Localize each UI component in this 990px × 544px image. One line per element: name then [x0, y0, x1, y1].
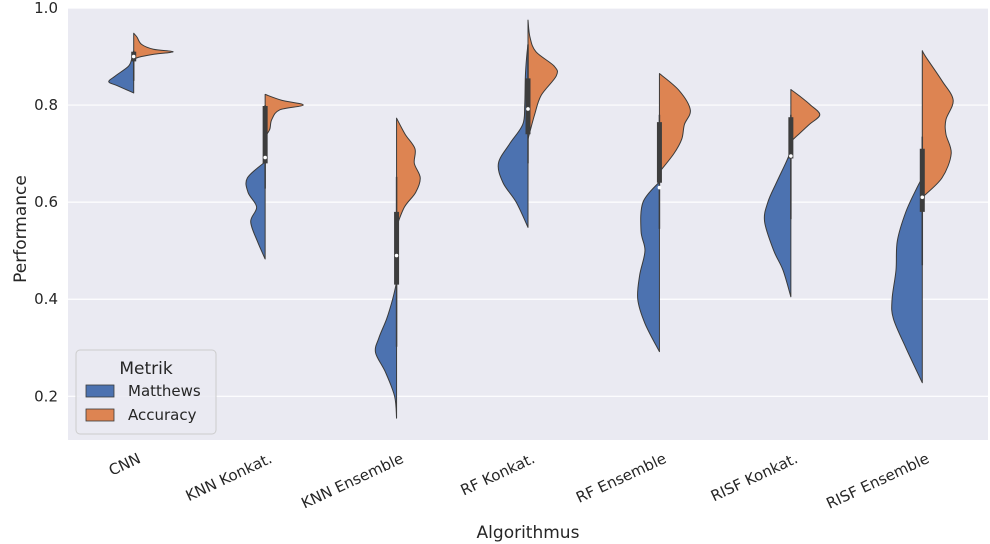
violin-half-accuracy-1	[264, 93, 304, 138]
box-median	[526, 107, 530, 111]
box-median	[920, 195, 925, 200]
violin-half-accuracy-3	[527, 19, 558, 140]
x-tick-label: RISF Ensemble	[823, 449, 932, 512]
violin-half-matthews-6	[891, 177, 923, 384]
legend-swatch-accuracy	[85, 408, 115, 422]
x-tick-label: RF Ensemble	[573, 449, 669, 506]
x-axis-label: Algorithmus	[477, 523, 580, 543]
x-tick-label: CNN	[106, 449, 143, 479]
violin-half-matthews-4	[637, 181, 660, 353]
violin-half-matthews-5	[763, 150, 792, 298]
violin-half-matthews-3	[497, 43, 529, 228]
legend-swatch-matthews	[85, 384, 115, 398]
inner-boxes	[131, 44, 925, 347]
violins	[108, 19, 954, 419]
violin-half-accuracy-5	[790, 89, 821, 142]
violin-half-accuracy-4	[658, 73, 691, 173]
box-median	[263, 155, 267, 160]
y-tick-label: 0.2	[34, 387, 58, 405]
legend-title: Metrik	[119, 359, 173, 379]
x-tick-labels: CNN KNN Konkat. KNN Ensemble RF Konkat. RF E…	[106, 449, 932, 512]
box-median	[657, 185, 662, 190]
y-tick-label: 1.0	[34, 0, 58, 17]
x-tick-label: KNN Ensemble	[298, 449, 406, 512]
y-tick-label: 0.6	[34, 193, 58, 211]
legend-label-matthews: Matthews	[128, 382, 201, 400]
y-tick-label: 0.8	[34, 96, 58, 114]
x-tick-label: RF Konkat.	[458, 449, 538, 499]
violin-half-accuracy-6	[921, 50, 954, 198]
legend-label-accuracy: Accuracy	[128, 406, 197, 424]
y-tick-labels: 0.2 0.4 0.6 0.8 1.0	[34, 0, 58, 405]
legend: Metrik Matthews Accuracy	[75, 349, 217, 435]
y-tick-label: 0.4	[34, 290, 58, 308]
box-median	[394, 253, 399, 258]
violin-half-accuracy-2	[396, 117, 421, 227]
violin-half-accuracy-0	[133, 32, 174, 60]
y-axis-label: Performance	[11, 175, 31, 283]
violin-half-matthews-2	[374, 281, 398, 419]
violin-half-matthews-1	[245, 161, 266, 260]
x-tick-label: RISF Konkat.	[708, 449, 801, 505]
box-median	[789, 154, 793, 158]
x-tick-label: KNN Konkat.	[183, 449, 275, 505]
box-median	[131, 54, 136, 59]
